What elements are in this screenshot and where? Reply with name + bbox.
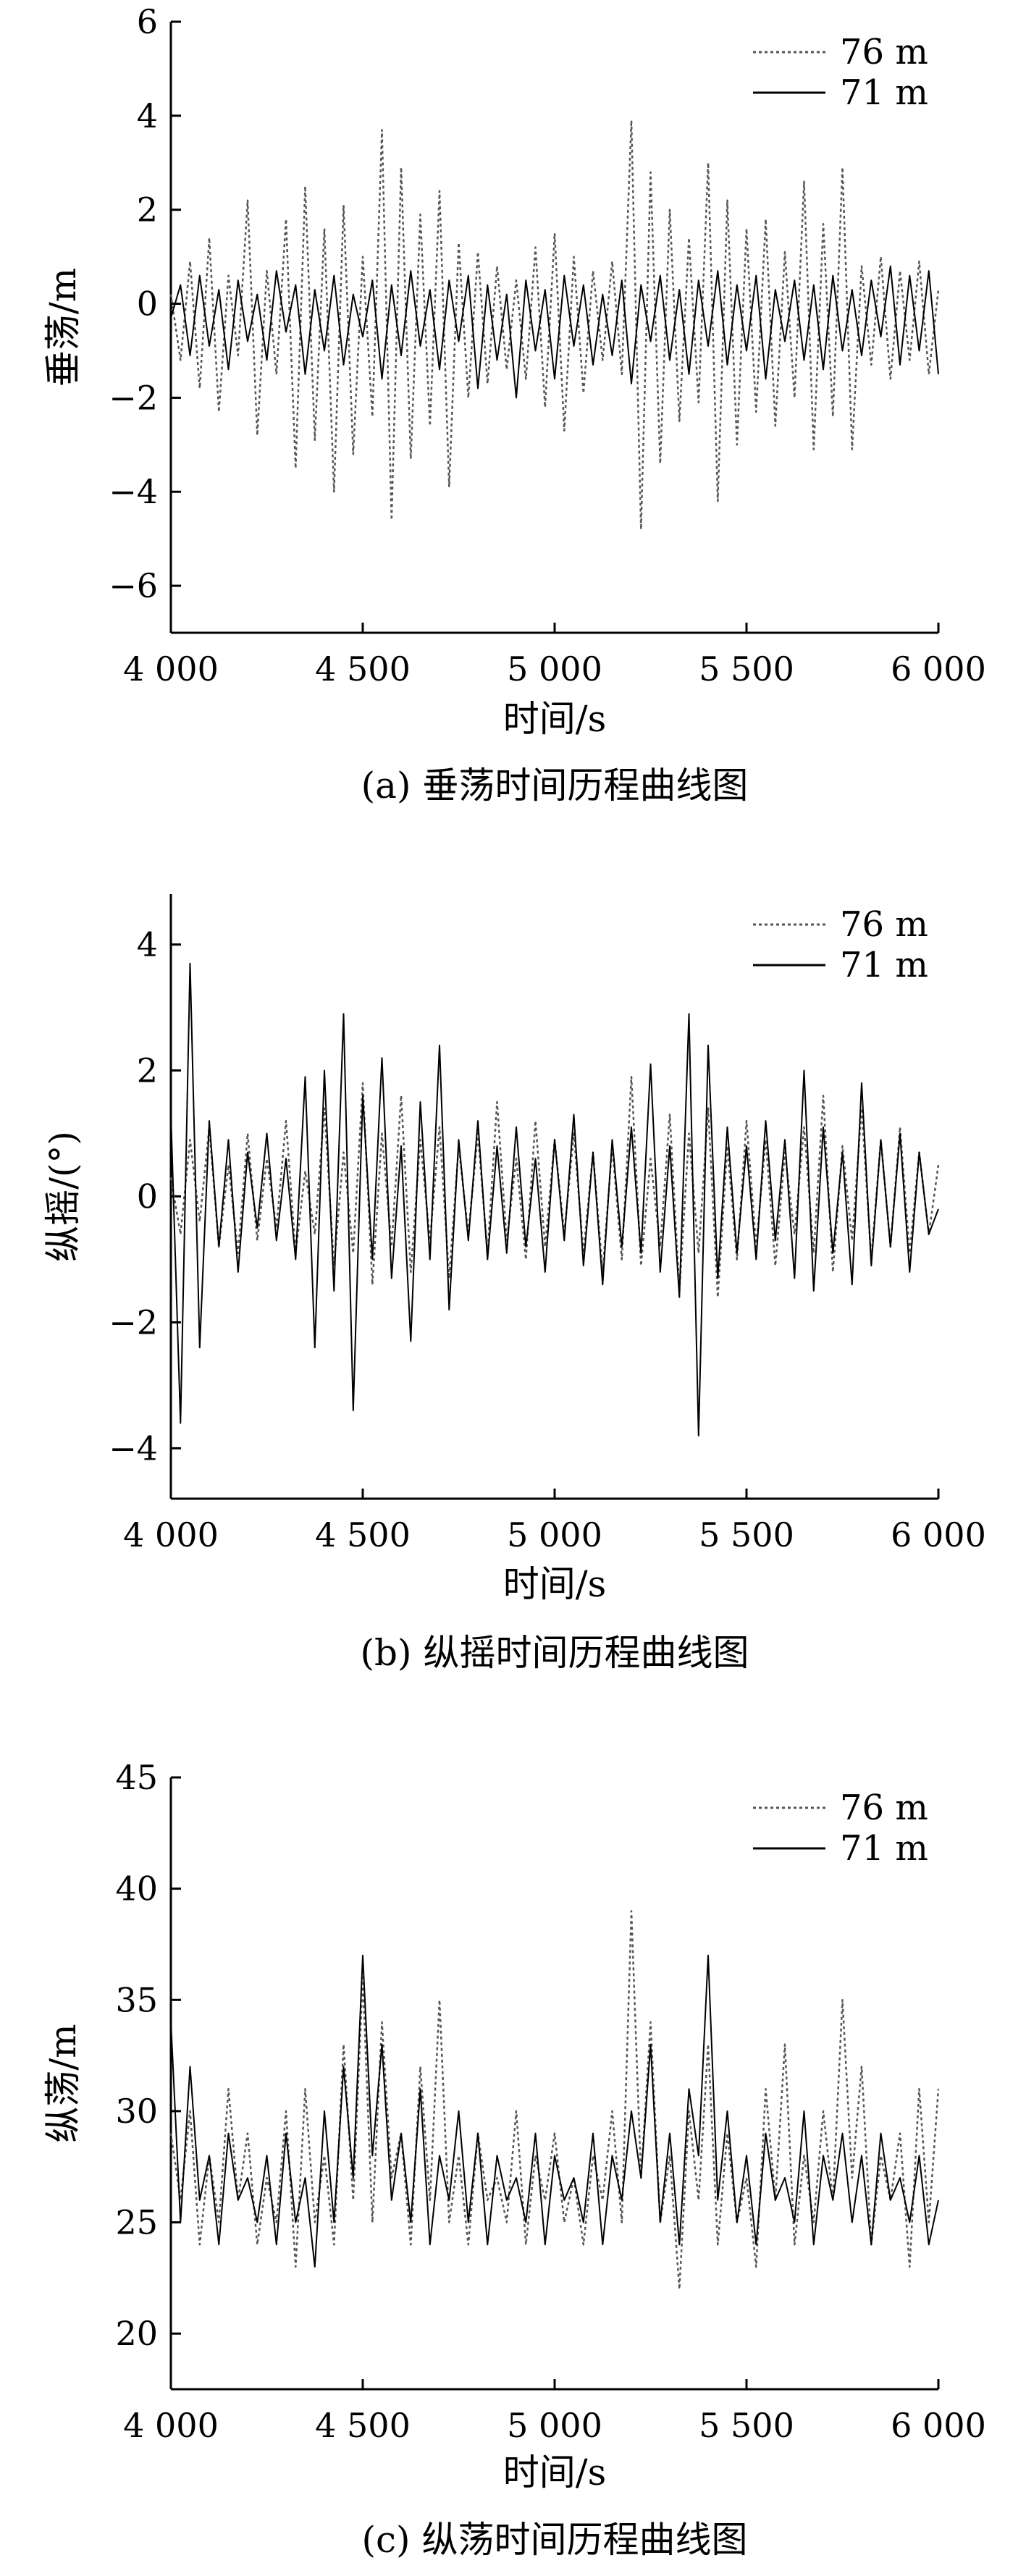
x-axis-title: 时间/s: [503, 698, 607, 740]
y-tick-label: 0: [137, 285, 158, 324]
y-tick-label: 4: [137, 96, 158, 135]
y-tick-label: 35: [115, 1980, 158, 2019]
x-tick-label: 4 500: [315, 1515, 411, 1554]
y-tick-label: 30: [115, 2092, 158, 2131]
y-tick-label: −2: [109, 1302, 158, 1342]
x-tick-label: 4 000: [123, 2406, 219, 2445]
y-tick-label: 2: [137, 190, 158, 230]
x-tick-label: 5 500: [699, 1515, 794, 1554]
legend: 76 m71 m: [753, 904, 928, 985]
y-tick-label: 45: [115, 1758, 158, 1797]
series-line-dotted: [169, 1075, 940, 1298]
x-tick-label: 5 500: [699, 649, 794, 689]
x-tick-label: 5 000: [507, 1515, 602, 1554]
x-axis-title: 时间/s: [503, 1563, 607, 1605]
y-tick-label: 25: [115, 2203, 158, 2242]
y-tick-label: 2: [137, 1051, 158, 1090]
x-tick-label: 5 500: [699, 2406, 794, 2445]
legend: 76 m71 m: [753, 1788, 928, 1869]
y-axis-title: 纵摇/(°): [42, 1131, 84, 1262]
x-tick-label: 6 000: [891, 2406, 986, 2445]
y-tick-label: −6: [109, 566, 158, 605]
series-line-solid: [170, 1954, 939, 2268]
y-tick-label: −4: [109, 472, 158, 511]
figure-caption: (c) 纵荡时间历程曲线图: [362, 2519, 748, 2561]
x-tick-label: 4 500: [315, 649, 411, 689]
y-tick-label: 6: [137, 2, 158, 41]
legend-label: 71 m: [840, 72, 928, 113]
chart-panel-a: −6 −4 −2 0 2 4 6 4 000 4 500 5 000 5 500 6 000 76 m7…: [42, 2, 986, 807]
y-tick-label: 40: [115, 1869, 158, 1908]
series-line-solid: [170, 962, 939, 1436]
y-tick-label: 0: [137, 1177, 158, 1216]
y-tick-label: −2: [109, 378, 158, 417]
series-line-dotted: [169, 119, 940, 531]
x-tick-label: 6 000: [891, 649, 986, 689]
legend-label: 76 m: [840, 1788, 928, 1828]
y-axis-title: 纵荡/m: [42, 2024, 84, 2142]
chart-panel-b: −4 −2 0 2 4 4 000 4 500 5 000 5 500 6 000 76 m71 m…: [42, 894, 986, 1674]
x-tick-label: 4 500: [315, 2406, 411, 2445]
x-tick-label: 6 000: [891, 1515, 986, 1554]
series-line-dotted: [169, 1910, 940, 2290]
x-tick-label: 5 000: [507, 649, 602, 689]
chart-panel-c: 20 25 30 35 40 45 4 000 4 500 5 000 5 500 6 000 76 …: [42, 1758, 986, 2561]
series-line-solid: [170, 265, 939, 399]
x-tick-label: 4 000: [123, 649, 219, 689]
figure-caption: (a) 垂荡时间历程曲线图: [361, 765, 749, 807]
figure-caption: (b) 纵摇时间历程曲线图: [361, 1632, 749, 1674]
y-tick-label: 20: [115, 2314, 158, 2353]
y-axis-title: 垂荡/m: [42, 268, 84, 387]
legend-label: 71 m: [840, 945, 928, 985]
x-tick-label: 4 000: [123, 1515, 219, 1554]
x-axis-title: 时间/s: [503, 2451, 607, 2493]
legend-label: 76 m: [840, 904, 928, 945]
legend: 76 m71 m: [753, 32, 928, 113]
legend-label: 71 m: [840, 1828, 928, 1869]
y-tick-label: −4: [109, 1428, 158, 1468]
x-tick-label: 5 000: [507, 2406, 602, 2445]
y-tick-label: 4: [137, 925, 158, 964]
legend-label: 76 m: [840, 32, 928, 72]
